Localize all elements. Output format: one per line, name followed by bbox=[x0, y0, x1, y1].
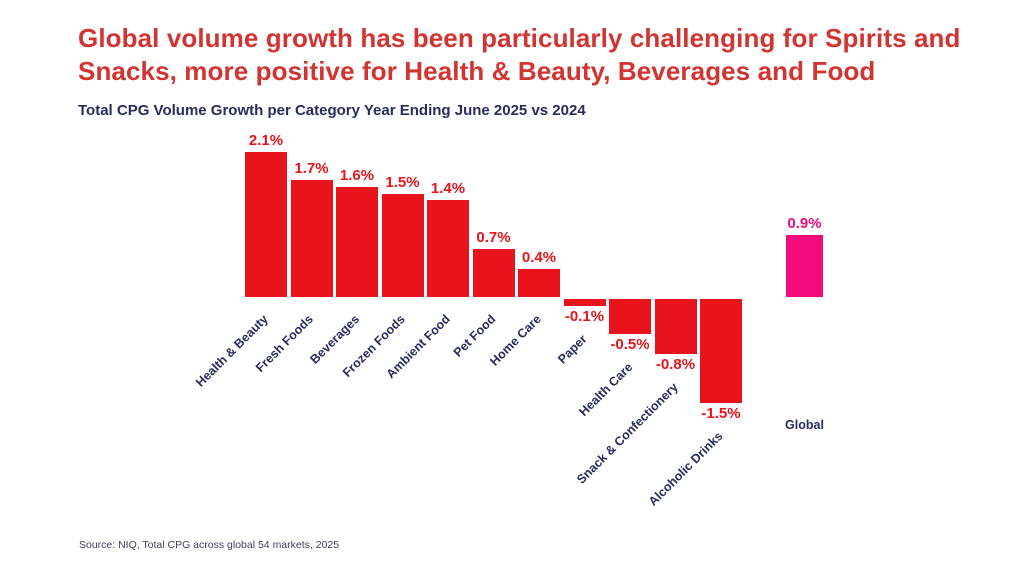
bar-health-care bbox=[609, 299, 651, 334]
bar-snack-confectionery bbox=[654, 299, 697, 355]
bar-value-label-home-care: 0.4% bbox=[521, 249, 557, 267]
bar-value-label-pet-food: 0.7% bbox=[476, 228, 511, 246]
chart-subtitle: Total CPG Volume Growth per Category Yea… bbox=[78, 102, 586, 119]
bar-health-beauty bbox=[245, 152, 287, 297]
category-label-health-care: Health Care bbox=[575, 359, 635, 419]
category-label-health-beauty: Health & Beauty bbox=[193, 312, 271, 390]
bar-pet-food bbox=[472, 248, 515, 297]
bar-value-label-paper: -0.1% bbox=[564, 307, 605, 325]
bar-alcoholic-drinks bbox=[700, 299, 742, 403]
slide-title: Global volume growth has been particular… bbox=[78, 23, 961, 86]
bar-paper bbox=[563, 299, 606, 306]
bar-ambient-food bbox=[427, 200, 469, 297]
bar-value-label-health-beauty: 2.1% bbox=[248, 132, 284, 150]
source-note: Source: NIQ, Total CPG across global 54 … bbox=[79, 539, 340, 551]
bar-value-label-ambient-food: 1.4% bbox=[430, 180, 466, 198]
bar-global bbox=[786, 234, 823, 297]
bar-beverages bbox=[336, 186, 378, 297]
bar-home-care bbox=[518, 269, 560, 297]
category-label-alcoholic-drinks: Alcoholic Drinks bbox=[646, 428, 726, 509]
bar-value-label-health-care: -0.5% bbox=[610, 335, 650, 353]
bar-value-label-fresh-foods: 1.7% bbox=[294, 159, 329, 177]
bar-value-label-frozen-foods: 1.5% bbox=[385, 173, 420, 191]
category-label-paper: Paper bbox=[554, 331, 590, 367]
bar-fresh-foods bbox=[290, 179, 333, 297]
bar-value-label-snack-confectionery: -0.8% bbox=[655, 356, 696, 374]
bar-frozen-foods bbox=[381, 193, 424, 297]
category-label-global: Global bbox=[785, 418, 824, 432]
bar-value-label-alcoholic-drinks: -1.5% bbox=[701, 404, 741, 422]
bar-value-label-beverages: 1.6% bbox=[339, 166, 375, 184]
category-label-pet-food: Pet Food bbox=[450, 312, 499, 360]
bar-value-label-global: 0.9% bbox=[787, 214, 822, 232]
